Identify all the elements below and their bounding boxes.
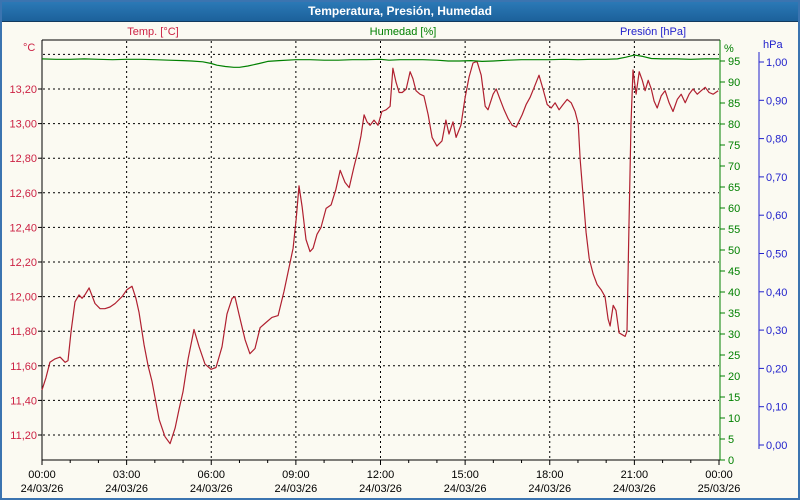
svg-text:50: 50 — [728, 245, 740, 257]
svg-text:0,80: 0,80 — [766, 134, 787, 146]
legend-pressure: Presión [hPa] — [619, 26, 687, 38]
svg-text:0,30: 0,30 — [766, 325, 787, 337]
svg-text:0,60: 0,60 — [766, 210, 787, 222]
svg-text:12,60: 12,60 — [9, 188, 37, 200]
svg-text:65: 65 — [728, 182, 740, 194]
svg-text:03:00: 03:00 — [113, 469, 141, 481]
svg-text:24/03/26: 24/03/26 — [105, 483, 148, 495]
svg-text:40: 40 — [728, 287, 740, 299]
svg-text:11,80: 11,80 — [10, 326, 37, 338]
svg-text:80: 80 — [728, 119, 740, 131]
svg-text:11,20: 11,20 — [10, 430, 37, 442]
svg-text:00:00: 00:00 — [28, 469, 56, 481]
svg-text:55: 55 — [728, 224, 740, 236]
pressure-axis-unit-label: hPa — [763, 39, 783, 51]
svg-text:11,40: 11,40 — [10, 395, 37, 407]
svg-text:95: 95 — [728, 56, 740, 68]
temp-axis: 13,20 13,00 12,80 12,60 12,40 12,20 12,00 11,80… — [9, 84, 42, 442]
svg-text:0: 0 — [728, 455, 734, 467]
svg-text:0,10: 0,10 — [766, 402, 787, 414]
svg-text:24/03/26: 24/03/26 — [528, 483, 571, 495]
svg-text:10: 10 — [728, 413, 740, 425]
svg-text:25: 25 — [728, 350, 740, 362]
svg-text:0,40: 0,40 — [766, 287, 787, 299]
series-humidity-line — [41, 54, 719, 68]
svg-text:24/03/26: 24/03/26 — [274, 483, 317, 495]
svg-text:60: 60 — [728, 203, 740, 215]
svg-text:24/03/26: 24/03/26 — [444, 483, 487, 495]
svg-text:0,90: 0,90 — [766, 95, 787, 107]
svg-text:12,20: 12,20 — [9, 257, 37, 269]
svg-text:24/03/26: 24/03/26 — [21, 483, 64, 495]
window-title-bar: Temperatura, Presión, Humedad — [2, 2, 798, 22]
svg-text:75: 75 — [728, 140, 740, 152]
svg-text:09:00: 09:00 — [282, 469, 310, 481]
svg-text:13,20: 13,20 — [9, 84, 37, 96]
legend-humidity: Humedad [%] — [369, 26, 437, 38]
svg-text:13,00: 13,00 — [9, 119, 37, 131]
series-temp-line — [41, 60, 719, 445]
gridlines — [43, 41, 719, 459]
window-title: Temperatura, Presión, Humedad — [308, 4, 492, 18]
svg-text:0,00: 0,00 — [766, 440, 787, 452]
svg-text:12:00: 12:00 — [367, 469, 395, 481]
svg-text:15:00: 15:00 — [451, 469, 479, 481]
svg-text:0,20: 0,20 — [766, 363, 787, 375]
svg-text:18:00: 18:00 — [536, 469, 564, 481]
svg-text:24/03/26: 24/03/26 — [359, 483, 402, 495]
svg-text:45: 45 — [728, 266, 740, 278]
svg-text:12,80: 12,80 — [9, 153, 37, 165]
svg-text:90: 90 — [728, 77, 740, 89]
svg-text:20: 20 — [728, 371, 740, 383]
svg-text:35: 35 — [728, 308, 740, 320]
svg-text:25/03/26: 25/03/26 — [698, 483, 741, 495]
svg-text:12,00: 12,00 — [9, 292, 37, 304]
svg-text:85: 85 — [728, 98, 740, 110]
svg-text:70: 70 — [728, 161, 740, 173]
svg-text:00:00: 00:00 — [705, 469, 733, 481]
pressure-axis: 1,00 0,90 0,80 0,70 0,60 0,50 0,40 0,30 0,20 0,10… — [758, 52, 787, 452]
temp-axis-unit-label: °C — [23, 42, 36, 54]
svg-text:24/03/26: 24/03/26 — [613, 483, 656, 495]
svg-text:0,50: 0,50 — [766, 249, 787, 261]
time-axis: 00:00 24/03/26 03:00 24/03/26 06:00 24/03/26 0… — [21, 460, 741, 495]
svg-text:5: 5 — [728, 434, 734, 446]
svg-text:0,70: 0,70 — [766, 172, 787, 184]
svg-text:1,00: 1,00 — [766, 57, 787, 69]
svg-text:15: 15 — [728, 392, 740, 404]
svg-text:12,40: 12,40 — [9, 222, 37, 234]
humidity-axis-unit-label: % — [724, 43, 734, 55]
svg-text:11,60: 11,60 — [10, 361, 37, 373]
svg-text:21:00: 21:00 — [621, 469, 649, 481]
svg-text:30: 30 — [728, 329, 740, 341]
svg-text:24/03/26: 24/03/26 — [190, 483, 233, 495]
legend-temperature: Temp. [°C] — [127, 26, 179, 38]
svg-text:06:00: 06:00 — [197, 469, 225, 481]
